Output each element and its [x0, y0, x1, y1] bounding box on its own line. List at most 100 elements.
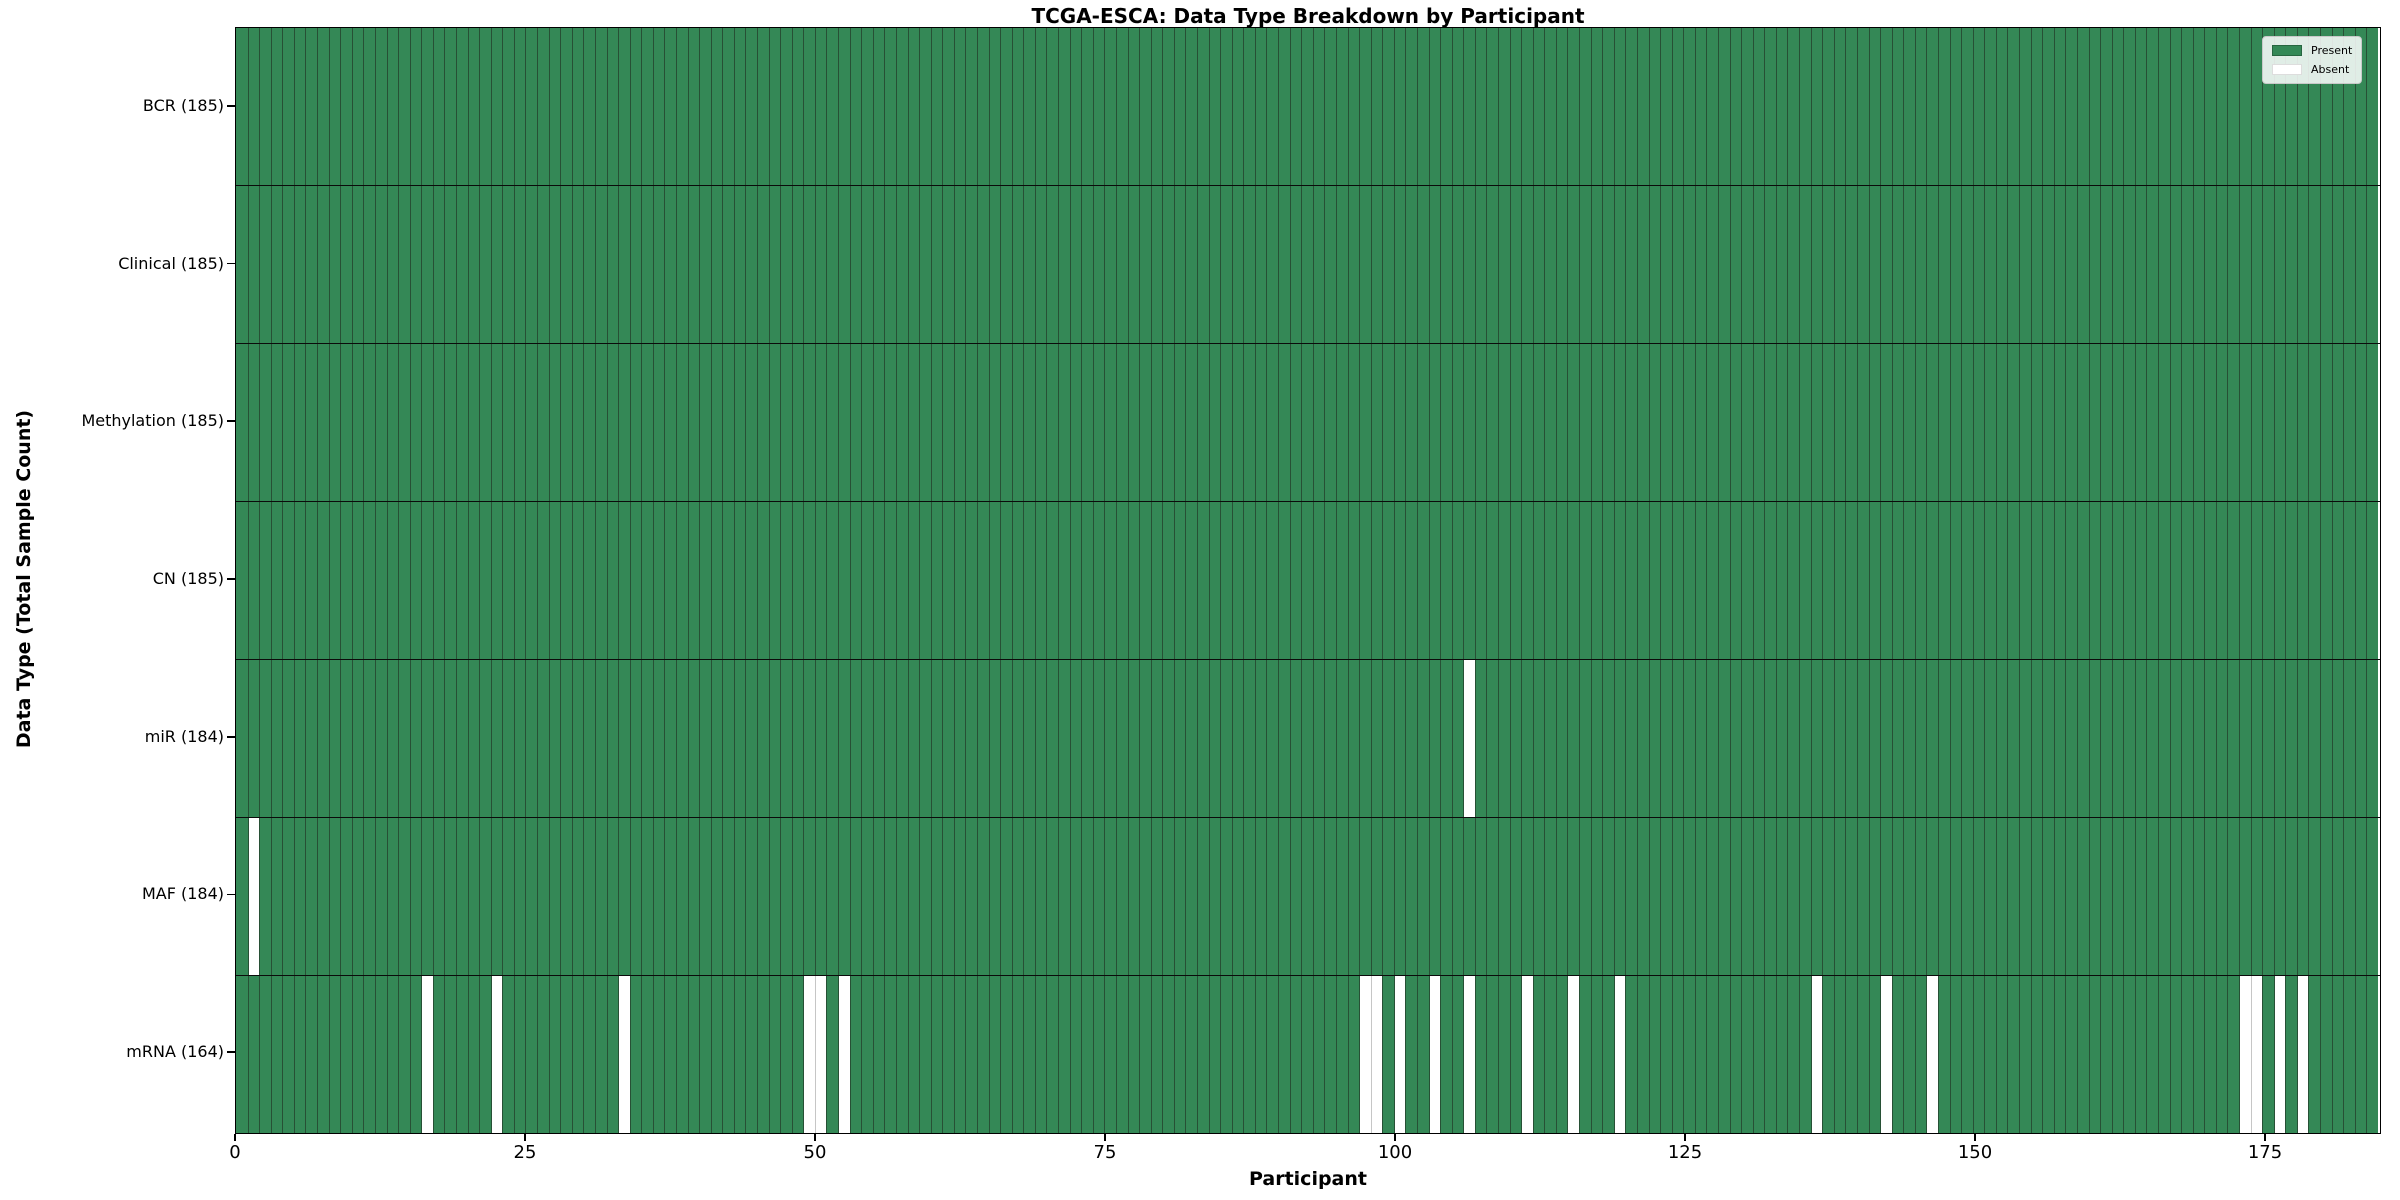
bar-present [2088, 660, 2101, 817]
bar-present [1278, 28, 1290, 185]
bar-present [1428, 28, 1441, 185]
bar-present [374, 344, 387, 501]
bar-present [1034, 660, 1047, 817]
bar-present [409, 186, 422, 343]
bar-present [1162, 502, 1174, 659]
row-Clinical [236, 185, 2380, 343]
bar-present [2157, 660, 2170, 817]
bar-present [652, 818, 665, 975]
bar-present [745, 502, 758, 659]
bar-present [1937, 28, 1950, 185]
x-axis-label: Participant [1248, 1168, 1367, 1190]
bar-present [1104, 818, 1116, 975]
bar-present [861, 28, 873, 185]
bar-present [1856, 660, 1869, 817]
bar-present [1289, 660, 1302, 817]
bar-present [977, 976, 989, 1133]
bar-present [1555, 502, 1568, 659]
bar-present [432, 660, 445, 817]
bar-present [641, 818, 653, 975]
bar-present [594, 660, 607, 817]
bar-present [1393, 660, 1406, 817]
bar-present [1231, 186, 1244, 343]
bar-present [2331, 660, 2344, 817]
bar-present [1092, 186, 1105, 343]
bar-present [2123, 976, 2135, 1133]
bar-present [780, 344, 792, 501]
bar-present [791, 818, 804, 975]
bar-present [571, 976, 584, 1133]
bar-present [1115, 344, 1128, 501]
legend-item-absent: Absent [2272, 63, 2352, 76]
bar-present [351, 28, 364, 185]
bar-present [652, 344, 665, 501]
bar-present [467, 28, 480, 185]
bar-present [513, 344, 526, 501]
bar-present [1579, 28, 1591, 185]
bar-present [1555, 818, 1568, 975]
y-tick-label-MAF: MAF (184) [141, 884, 224, 904]
bar-present [1845, 976, 1857, 1133]
bar-present [2296, 502, 2309, 659]
bar-present [1359, 28, 1371, 185]
bar-present [1555, 186, 1568, 343]
bar-present [1081, 660, 1093, 817]
bar-present [1058, 976, 1070, 1133]
bar-present [675, 28, 688, 185]
bar-present [1567, 502, 1580, 659]
bar-present [733, 818, 746, 975]
bar-present [2354, 344, 2367, 501]
bar-present [305, 976, 318, 1133]
bar-present [1972, 28, 1985, 185]
bar-present [791, 976, 804, 1133]
bar-present [513, 818, 526, 975]
bar-present [1486, 660, 1499, 817]
bar-present [1810, 818, 1823, 975]
bar-present [1243, 28, 1255, 185]
bar-present [1266, 976, 1279, 1133]
bar-present [1822, 344, 1834, 501]
bar-present [1382, 28, 1394, 185]
bar-present [1231, 28, 1244, 185]
bar-present [1752, 660, 1765, 817]
bar-present [525, 186, 538, 343]
bar-present [1729, 660, 1742, 817]
bar-present [293, 186, 306, 343]
bar-absent [1370, 976, 1383, 1133]
bar-present [571, 344, 584, 501]
bar-present [919, 660, 931, 817]
bar-present [594, 28, 607, 185]
bar-present [270, 976, 283, 1133]
bar-absent [838, 976, 850, 1133]
bar-present [1440, 976, 1452, 1133]
bar-present [1312, 976, 1325, 1133]
bar-present [2123, 28, 2135, 185]
bar-present [1521, 502, 1533, 659]
bar-present [1590, 660, 1603, 817]
bar-absent [1463, 660, 1475, 817]
bar-present [1301, 660, 1313, 817]
x-tick-label-100: 100 [1377, 1142, 1413, 1163]
bar-present [2100, 818, 2112, 975]
bar-present [1648, 186, 1661, 343]
bar-present [2042, 660, 2054, 817]
bar-present [1046, 976, 1059, 1133]
bar-present [1949, 344, 1962, 501]
bar-present [363, 186, 375, 343]
bar-absent [814, 976, 827, 1133]
bar-present [1683, 186, 1695, 343]
bar-present [1416, 502, 1429, 659]
bar-present [455, 186, 468, 343]
bar-present [2111, 502, 2124, 659]
bar-present [1868, 818, 1881, 975]
bar-present [2320, 818, 2332, 975]
bar-present [1359, 660, 1371, 817]
bar-present [1046, 660, 1059, 817]
bar-present [1799, 976, 1811, 1133]
bar-present [2192, 818, 2205, 975]
bar-present [652, 502, 665, 659]
y-tick-mark [227, 735, 235, 738]
bar-present [1393, 186, 1406, 343]
bar-present [1023, 502, 1035, 659]
bar-present [305, 186, 318, 343]
